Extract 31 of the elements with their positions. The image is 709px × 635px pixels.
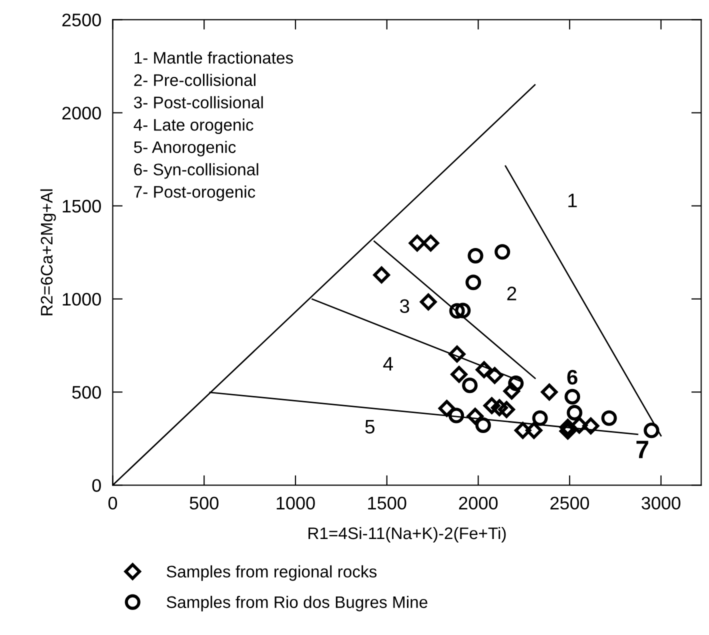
annotation: 1- Mantle fractionates	[134, 51, 293, 64]
x-tick-label: 500	[190, 496, 218, 510]
y-tick-label: 2000	[62, 106, 101, 120]
legend-label: Samples from Rio dos Bugres Mine	[166, 596, 428, 612]
annotation: 2- Pre-collisional	[134, 74, 256, 86]
annotation: 2	[507, 286, 516, 300]
annotation: 4- Late orogenic	[134, 118, 254, 134]
annotation: 1	[568, 194, 577, 208]
annotation: 7- Post-orogenic	[134, 186, 256, 202]
y-tick-label: 1000	[62, 292, 101, 306]
x-tick-label: 2500	[550, 496, 589, 510]
y-tick-label: 1500	[62, 200, 101, 213]
x-axis-title: R1=4Si-11(Na+K)-2(Fe+Ti)	[308, 526, 506, 542]
x-tick-label: 1000	[276, 496, 315, 510]
annotation: 6	[567, 370, 578, 385]
annotation: 5	[365, 420, 374, 434]
y-tick-label: 0	[92, 479, 101, 492]
annotation: 7	[636, 440, 648, 458]
annotation: 3	[400, 299, 410, 314]
annotation: 4	[383, 357, 393, 371]
x-tick-label: 0	[108, 496, 118, 510]
annotation: 6- Syn-collisional	[134, 163, 258, 179]
y-tick-label: 500	[72, 386, 101, 399]
annotation: 5- Anorogenic	[134, 140, 236, 156]
legend-label: Samples from regional rocks	[166, 565, 377, 581]
y-tick-label: 2500	[62, 14, 101, 26]
y-axis-title: R2=6Ca+2Mg+Al	[40, 189, 56, 316]
x-tick-label: 2000	[459, 496, 498, 510]
x-tick-label: 3000	[642, 496, 680, 510]
annotation: 3- Post-collisional	[134, 96, 263, 108]
x-tick-label: 1500	[368, 496, 406, 510]
